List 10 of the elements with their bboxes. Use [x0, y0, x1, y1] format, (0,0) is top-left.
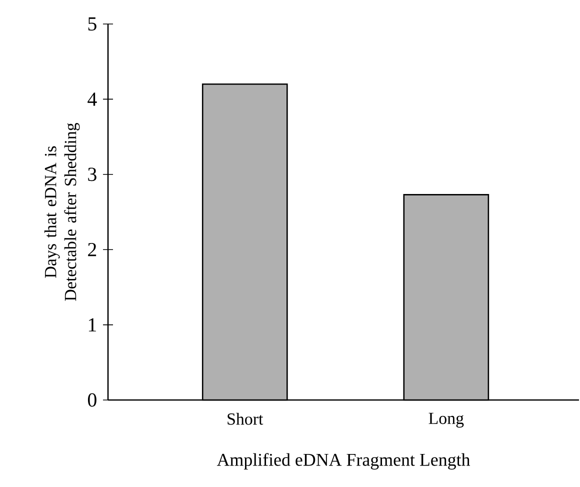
y-axis-title: Days that eDNA is Detectable after Shedding	[44, 122, 80, 301]
y-tick-label: 0	[88, 393, 96, 407]
x-tick-label: Long	[428, 412, 464, 428]
x-axis-title: Amplified eDNA Fragment Length	[216, 453, 470, 470]
y-tick-label: 3	[88, 168, 96, 182]
y-tick-label: 2	[88, 243, 96, 256]
x-tick-label: Short	[228, 412, 264, 425]
y-tick-label: 1	[88, 318, 96, 332]
y-tick-label: 4	[88, 92, 97, 106]
y-tick-label: 5	[88, 17, 96, 31]
